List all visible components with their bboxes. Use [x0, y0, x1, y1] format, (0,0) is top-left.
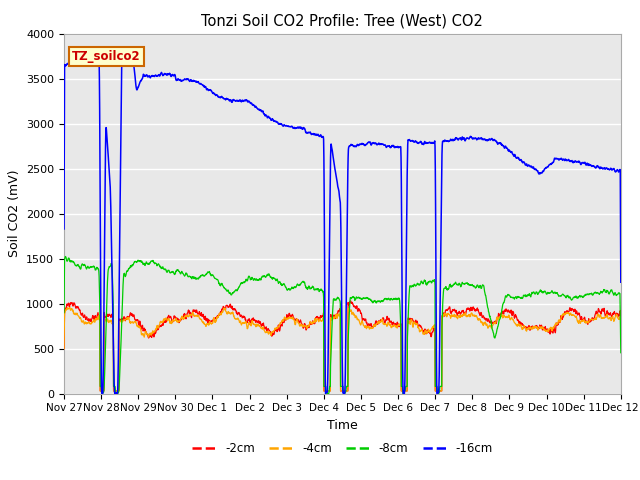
Text: TZ_soilco2: TZ_soilco2	[72, 50, 141, 63]
Title: Tonzi Soil CO2 Profile: Tree (West) CO2: Tonzi Soil CO2 Profile: Tree (West) CO2	[202, 13, 483, 28]
Legend: -2cm, -4cm, -8cm, -16cm: -2cm, -4cm, -8cm, -16cm	[187, 437, 498, 460]
Y-axis label: Soil CO2 (mV): Soil CO2 (mV)	[8, 170, 20, 257]
X-axis label: Time: Time	[327, 419, 358, 432]
